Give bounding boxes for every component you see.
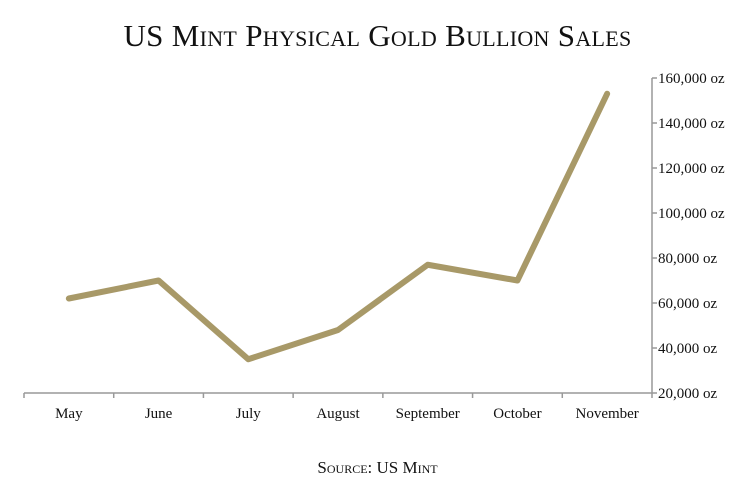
x-tick-label: August	[316, 406, 360, 422]
x-tick-label: May	[55, 406, 83, 422]
y-tick-label: 60,000 oz	[658, 296, 718, 312]
x-tick-label: September	[396, 406, 460, 422]
series-line	[65, 90, 611, 363]
chart-title: US Mint Physical Gold Bullion Sales	[123, 18, 632, 53]
x-tick-label: October	[493, 406, 541, 422]
y-tick-label: 160,000 oz	[658, 71, 725, 87]
x-tick-label: July	[236, 406, 262, 422]
y-tick-label: 100,000 oz	[658, 206, 725, 222]
y-tick-label: 140,000 oz	[658, 116, 725, 132]
y-tick-label: 80,000 oz	[658, 251, 718, 267]
y-tick-label: 20,000 oz	[658, 386, 718, 402]
y-tick-label: 120,000 oz	[658, 161, 725, 177]
x-tick-label: June	[145, 406, 173, 422]
x-tick-label: November	[575, 406, 638, 422]
chart-source: Source: US Mint	[317, 458, 438, 477]
y-tick-label: 40,000 oz	[658, 341, 718, 357]
